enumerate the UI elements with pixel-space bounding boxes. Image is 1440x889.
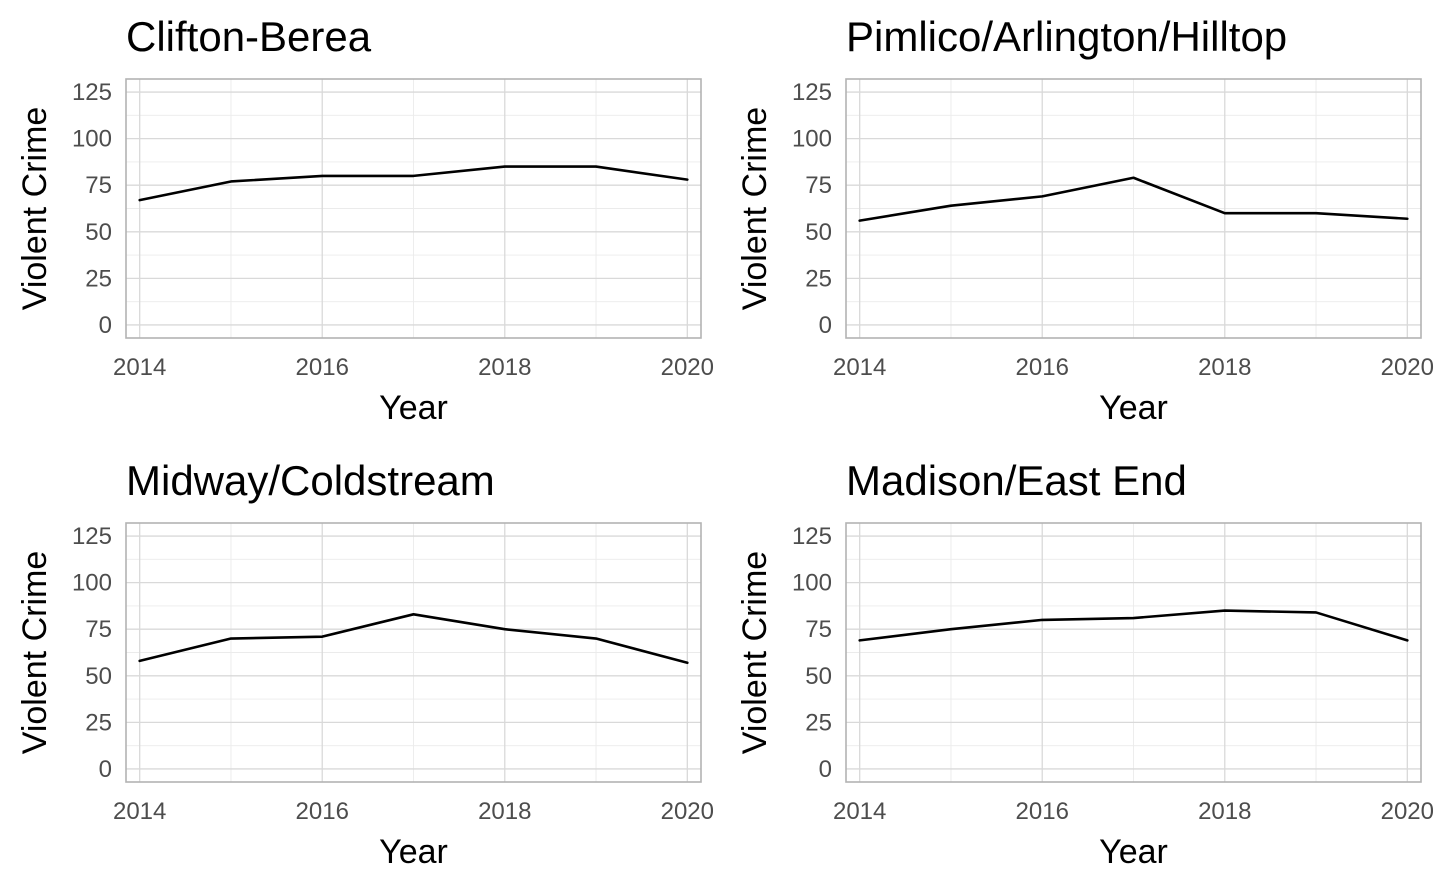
y-tick-label: 25 [85, 265, 112, 292]
y-tick-label: 25 [85, 709, 112, 736]
x-axis-title: Year [379, 833, 448, 871]
series-line [858, 176, 1409, 222]
series-line [138, 612, 689, 665]
y-tick-label: 125 [792, 79, 832, 106]
y-tick-label: 50 [85, 219, 112, 246]
y-tick-label: 100 [792, 126, 832, 153]
panel-border [125, 522, 702, 783]
y-tick-label: 100 [72, 570, 112, 597]
series-line [858, 609, 1409, 642]
x-tick-label: 2020 [661, 798, 714, 825]
chart-panel-1: 0 25 50 75 100 125 2014 2016 2018 2020 Year Violent… [16, 13, 714, 427]
panel-border [125, 78, 702, 339]
y-tick-label: 0 [99, 756, 112, 783]
y-tick-label: 0 [819, 312, 832, 339]
y-tick-label: 50 [805, 219, 832, 246]
x-tick-label: 2014 [113, 798, 166, 825]
x-axis-title: Year [379, 389, 448, 427]
y-tick-label: 0 [819, 756, 832, 783]
x-tick-label: 2016 [296, 354, 349, 381]
chart-panel-2: 0 25 50 75 100 125 2014 2016 2018 2020 Year Violent… [736, 13, 1434, 427]
y-tick-label: 75 [805, 172, 832, 199]
y-tick-label: 100 [72, 126, 112, 153]
y-tick-label: 50 [85, 663, 112, 690]
x-axis-title: Year [1099, 389, 1168, 427]
y-tick-label: 25 [805, 265, 832, 292]
y-axis-title: Violent Crime [16, 107, 54, 310]
x-tick-label: 2020 [1381, 354, 1434, 381]
x-tick-label: 2018 [478, 354, 531, 381]
y-tick-label: 125 [72, 79, 112, 106]
x-tick-label: 2018 [1198, 354, 1251, 381]
panel-border [845, 522, 1422, 783]
series-line [138, 165, 689, 202]
x-tick-label: 2014 [113, 354, 166, 381]
y-axis-title: Violent Crime [736, 107, 774, 310]
chart-title: Midway/Coldstream [126, 457, 495, 504]
y-tick-label: 125 [792, 523, 832, 550]
y-tick-label: 125 [72, 523, 112, 550]
chart-title: Clifton-Berea [126, 13, 372, 60]
chart-panel-4: 0 25 50 75 100 125 2014 2016 2018 2020 Year Violent… [736, 457, 1434, 871]
y-tick-label: 25 [805, 709, 832, 736]
chart-title: Pimlico/Arlington/Hilltop [846, 13, 1287, 60]
x-tick-label: 2016 [1016, 798, 1069, 825]
x-tick-label: 2018 [478, 798, 531, 825]
y-tick-label: 0 [99, 312, 112, 339]
panel-border [845, 78, 1422, 339]
x-tick-label: 2014 [833, 354, 886, 381]
x-tick-label: 2016 [296, 798, 349, 825]
y-axis-title: Violent Crime [16, 551, 54, 754]
x-tick-label: 2016 [1016, 354, 1069, 381]
y-axis-title: Violent Crime [736, 551, 774, 754]
x-tick-label: 2018 [1198, 798, 1251, 825]
x-tick-label: 2020 [661, 354, 714, 381]
x-axis-title: Year [1099, 833, 1168, 871]
y-tick-label: 100 [792, 570, 832, 597]
y-tick-label: 75 [85, 172, 112, 199]
chart-title: Madison/East End [846, 457, 1187, 504]
y-tick-label: 75 [85, 616, 112, 643]
chart-panel-3: 0 25 50 75 100 125 2014 2016 2018 2020 Year Violent… [16, 457, 714, 871]
x-tick-label: 2020 [1381, 798, 1434, 825]
y-tick-label: 75 [805, 616, 832, 643]
x-tick-label: 2014 [833, 798, 886, 825]
y-tick-label: 50 [805, 663, 832, 690]
